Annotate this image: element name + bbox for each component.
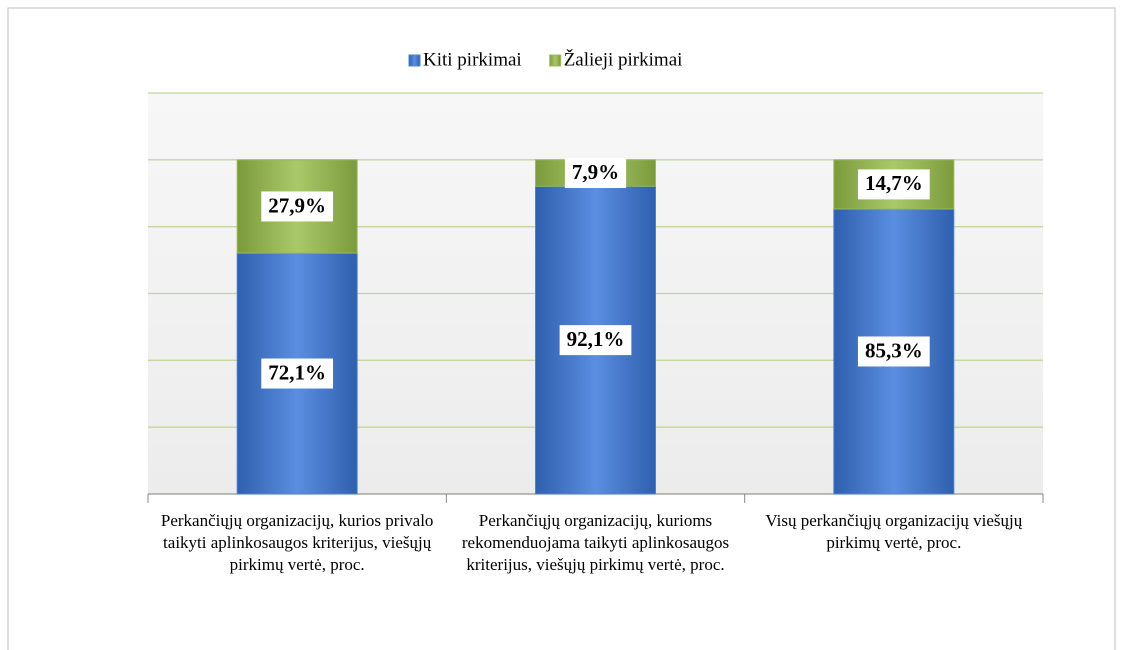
chart-border: [7, 7, 1116, 650]
value-label: 85,3%: [865, 338, 923, 362]
value-label: 14,7%: [865, 171, 923, 195]
value-label: 27,9%: [268, 193, 326, 217]
value-label-box: [261, 191, 334, 222]
value-label: 7,9%: [572, 160, 619, 184]
x-tick-label: Visų perkančiųjų organizacijų viešųjų pi…: [765, 511, 1023, 552]
legend-swatch: [408, 54, 421, 67]
value-label: 92,1%: [567, 327, 625, 351]
value-label-box: [559, 325, 632, 356]
value-label: 72,1%: [268, 360, 326, 384]
value-label-box: [857, 336, 930, 367]
x-tick-label: Perkančiųjų organizacijų, kurioms rekome…: [461, 511, 730, 574]
value-label-box: [857, 169, 930, 200]
legend-swatch: [549, 54, 562, 67]
x-tick-label: Perkančiųjų organizacijų, kurios privalo…: [160, 511, 434, 574]
legend-label: Kiti pirkimai: [423, 49, 522, 70]
legend-label: Žalieji pirkimai: [564, 48, 683, 70]
value-label-box: [564, 158, 627, 189]
value-label-box: [261, 358, 334, 389]
